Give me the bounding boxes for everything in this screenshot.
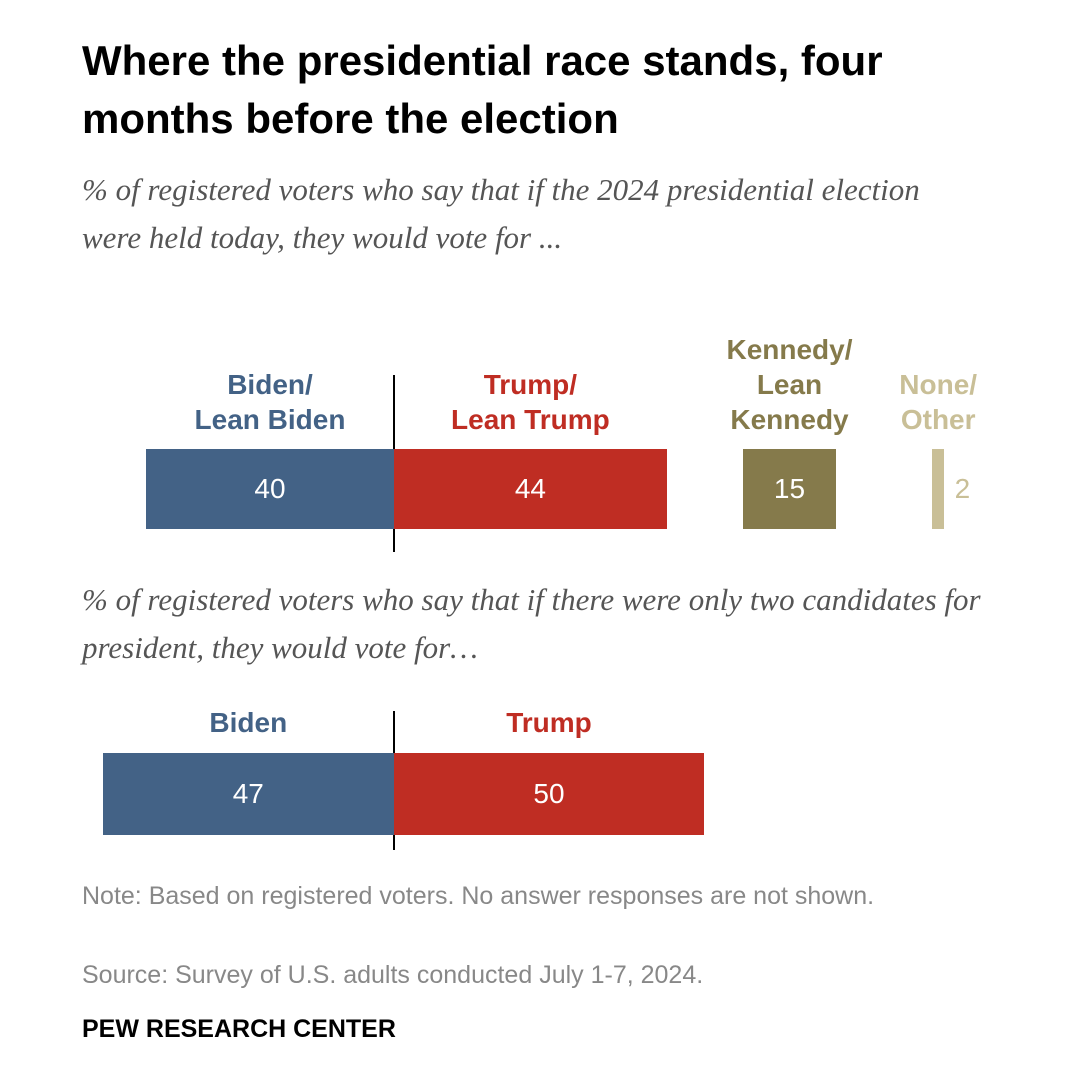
value-label: 40 <box>254 473 286 504</box>
value-label: 15 <box>773 473 806 504</box>
bar <box>146 449 394 529</box>
note: Note: Based on registered voters. No ans… <box>82 882 875 910</box>
credit: PEW RESEARCH CENTER <box>82 1015 396 1043</box>
value-label: 47 <box>232 778 264 809</box>
category-label: Kennedy/ Lean Kennedy <box>726 334 853 435</box>
bar <box>394 449 667 529</box>
value-label: 50 <box>533 778 565 809</box>
bar <box>743 449 836 529</box>
bar <box>394 753 704 835</box>
title: Where the presidential race stands, four… <box>82 37 883 142</box>
bar <box>932 449 945 529</box>
source: Source: Survey of U.S. adults conducted … <box>82 961 704 989</box>
category-label: Trump/ Lean Trump <box>451 369 610 435</box>
category-label: Biden/ Lean Biden <box>194 369 346 435</box>
value-label: 2 <box>954 473 971 504</box>
category-label: None/ Other <box>899 369 978 435</box>
bar <box>102 753 394 835</box>
subtitle: % of registered voters who say that if t… <box>82 582 981 665</box>
category-label: Trump <box>506 707 592 738</box>
value-label: 44 <box>514 473 546 504</box>
subtitle: % of registered voters who say that if t… <box>82 172 920 255</box>
category-label: Biden <box>209 707 288 738</box>
